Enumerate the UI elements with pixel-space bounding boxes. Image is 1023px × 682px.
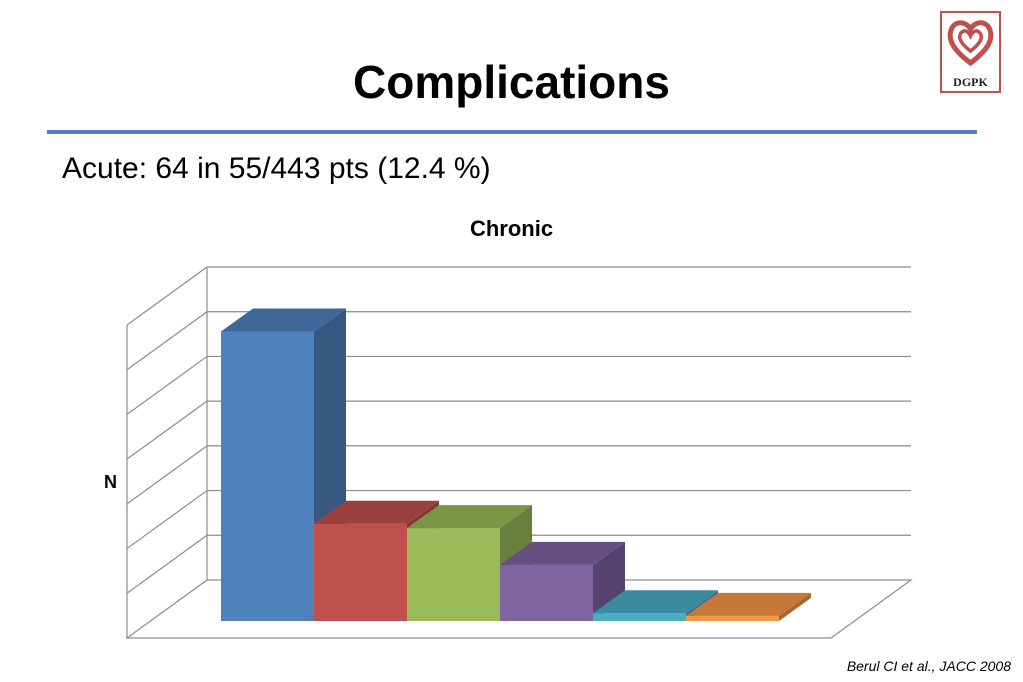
y-axis-label: N xyxy=(104,472,117,492)
bar-6-top xyxy=(686,592,811,616)
bar-5-front xyxy=(593,613,686,621)
chart-floor xyxy=(125,579,913,639)
citation: Berul CI et al., JACC 2008 xyxy=(846,658,1011,674)
bar-6-front xyxy=(686,615,779,621)
gridline-side xyxy=(126,534,208,594)
gridline-side xyxy=(126,490,208,550)
acute-summary-text: Acute: 64 in 55/443 pts (12.4 %) xyxy=(62,152,491,185)
bar-2-top xyxy=(314,500,439,524)
chart-title: Chronic xyxy=(469,216,554,241)
bar-3-top xyxy=(407,505,532,529)
gridline-side xyxy=(126,445,208,505)
slide-title: Complications xyxy=(353,56,670,108)
gridline-side xyxy=(126,400,208,460)
bar-3-front xyxy=(407,528,500,621)
heart-logo-icon xyxy=(947,20,994,67)
bar-4-front xyxy=(500,564,593,621)
bar-2-front xyxy=(314,523,407,621)
gridline-side xyxy=(126,266,208,326)
gridline-side xyxy=(126,355,208,415)
bar-1-top xyxy=(221,308,346,332)
dgpk-logo: DGPK xyxy=(940,11,1001,93)
title-divider xyxy=(47,130,977,134)
bar-1-front xyxy=(221,331,314,621)
logo-text: DGPK xyxy=(953,75,988,89)
bar-5-top xyxy=(593,590,718,614)
bar-4-top xyxy=(500,541,625,565)
gridline-side xyxy=(126,311,208,371)
bar-6-side xyxy=(779,592,811,621)
